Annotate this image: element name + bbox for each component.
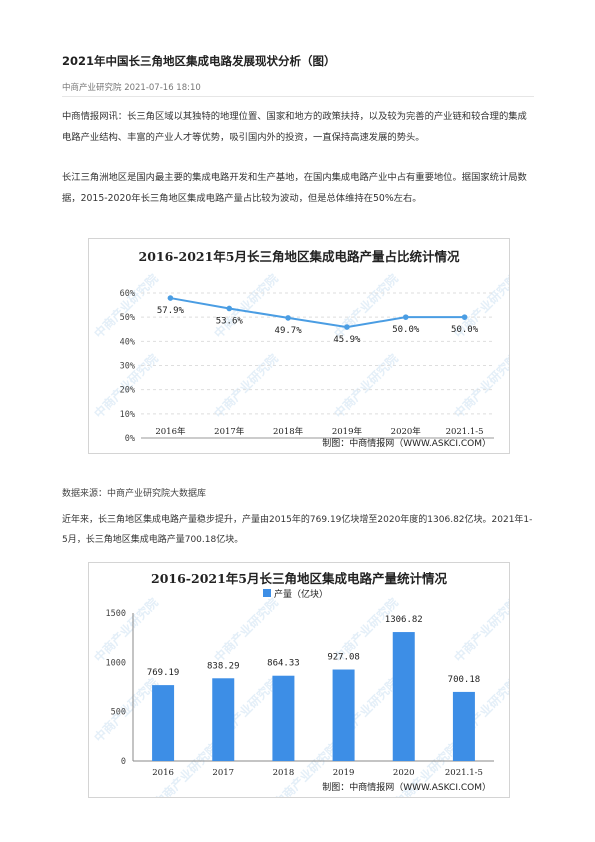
y-tick-label: 500 <box>111 708 126 718</box>
data-label: 57.9% <box>157 306 185 316</box>
y-tick-label: 30% <box>120 362 135 372</box>
article-meta: 中商产业研究院 2021-07-16 18:10 <box>62 83 201 93</box>
data-point <box>167 295 174 301</box>
bar <box>332 669 355 761</box>
chart-title: 2016-2021年5月长三角地区集成电路产量统计情况 <box>151 571 447 586</box>
paragraph-share: 长江三角洲地区是国内最主要的集成电路开发和生产基地，在国内集成电路产业中占有重要… <box>62 172 527 204</box>
y-tick-label: 20% <box>120 386 135 396</box>
watermark-text: 中商产业研究院 <box>91 595 161 665</box>
data-label: 700.18 <box>448 675 481 685</box>
watermark-text: 中商产业研究院 <box>211 271 281 341</box>
data-source-note: 数据来源：中商产业研究院大数据库 <box>62 489 207 499</box>
x-tick-label: 2018年 <box>273 426 304 437</box>
data-label: 927.08 <box>327 653 360 663</box>
data-point <box>226 305 233 312</box>
paragraph-output: 近年来，长三角地区集成电路产量稳步提升，产量由2015年的769.19亿块增至2… <box>62 515 533 545</box>
data-label: 864.33 <box>267 659 300 669</box>
x-tick-label: 2021.1-5 <box>446 427 484 437</box>
y-tick-label: 60% <box>120 289 135 299</box>
y-tick-label: 1500 <box>106 609 126 619</box>
data-label: 49.7% <box>275 326 303 336</box>
data-label: 50.0% <box>392 325 420 335</box>
x-tick-label: 2017年 <box>214 426 245 437</box>
x-tick-label: 2017 <box>212 768 234 778</box>
bar <box>152 685 175 761</box>
chart-title: 2016-2021年5月长三角地区集成电路产量占比统计情况 <box>139 249 460 264</box>
article-title: 2021年中国长三角地区集成电路发展现状分析（图） <box>62 54 336 68</box>
data-label: 1306.82 <box>385 615 423 625</box>
data-point <box>461 314 468 320</box>
data-label: 769.19 <box>147 668 180 678</box>
y-tick-label: 50% <box>120 313 135 323</box>
chart-credit: 制图：中商情报网（WWW.ASKCI.COM） <box>322 781 491 793</box>
watermark-text: 中商产业研究院 <box>211 595 281 665</box>
output-bar-chart: 中商产业研究院 中商产业研究院 中商产业研究院 中商产业研究院 中商产业研究院 中商产业研… <box>88 562 510 798</box>
x-tick-label: 2020 <box>393 768 415 778</box>
x-tick-label: 2018 <box>273 768 295 778</box>
y-tick-label: 40% <box>120 337 135 347</box>
data-label: 53.6% <box>216 316 244 326</box>
y-tick-label: 0% <box>125 434 135 444</box>
y-tick-label: 0 <box>121 757 126 767</box>
bar <box>452 691 475 761</box>
series-line <box>170 297 465 329</box>
data-label: 838.29 <box>207 661 240 671</box>
data-label: 45.9% <box>333 335 361 345</box>
data-point <box>344 324 350 330</box>
bar <box>212 678 235 761</box>
data-point <box>402 314 409 320</box>
share-line-chart: 中商产业研究院 中商产业研究院 中商产业研究院 中商产业研究院 中商产业研究院 中商产业研… <box>88 238 510 454</box>
watermark-text: 中商产业研究院 <box>331 351 401 421</box>
data-label: 50.0% <box>451 325 479 335</box>
x-tick-label: 2016年 <box>155 426 186 437</box>
y-tick-label: 1000 <box>106 658 126 668</box>
watermark-text: 中商产业研究院 <box>451 351 509 421</box>
bar <box>272 675 295 761</box>
chart-credit: 制图：中商情报网（WWW.ASKCI.COM） <box>322 437 491 449</box>
watermark-text: 中商产业研究院 <box>451 595 509 665</box>
bar <box>392 632 415 761</box>
watermark-text: 中商产业研究院 <box>211 351 281 421</box>
x-tick-label: 2020年 <box>391 426 422 437</box>
x-tick-label: 2019 <box>333 768 355 778</box>
data-point <box>285 315 291 321</box>
x-tick-label: 2019年 <box>332 426 363 437</box>
legend-label: 产量（亿块） <box>274 588 328 600</box>
watermark-text: 中商产业研究院 <box>91 271 161 341</box>
legend-swatch <box>263 589 271 597</box>
x-tick-label: 2021.1-5 <box>445 768 483 778</box>
x-tick-label: 2016 <box>152 768 174 778</box>
watermark-text: 中商产业研究院 <box>331 271 401 341</box>
y-tick-label: 10% <box>120 410 135 420</box>
paragraph-intro: 中商情报网讯：长三角区域以其独特的地理位置、国家和地方的政策扶持，以及较为完善的… <box>62 111 527 143</box>
divider <box>62 96 534 97</box>
